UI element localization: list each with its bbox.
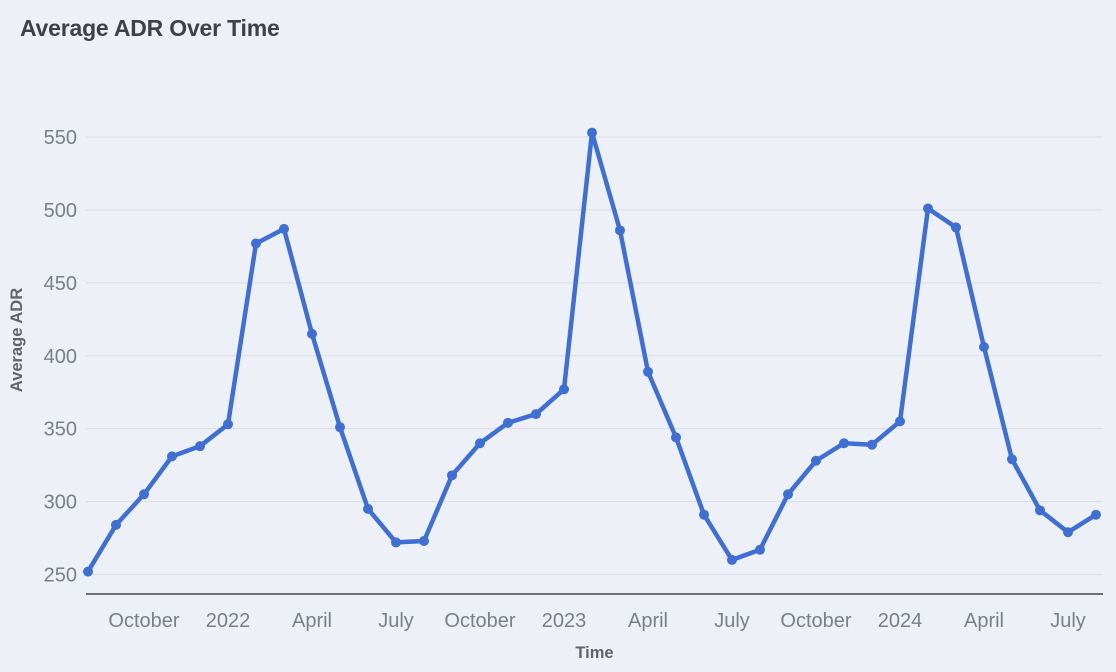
data-point[interactable]: [279, 223, 289, 234]
x-axis-title: Time: [575, 644, 613, 662]
series-line-average-adr: [85, 130, 1099, 574]
data-point[interactable]: [1035, 505, 1045, 516]
data-point[interactable]: [251, 238, 261, 249]
data-point[interactable]: [923, 203, 933, 214]
data-point[interactable]: [419, 535, 429, 546]
data-point[interactable]: [447, 470, 457, 481]
data-point[interactable]: [839, 438, 849, 449]
y-tick-label: 350: [44, 419, 77, 441]
y-tick-label: 500: [44, 200, 77, 222]
x-tick-label: April: [628, 610, 668, 632]
data-point[interactable]: [223, 419, 233, 430]
x-tick-label: July: [1050, 610, 1086, 632]
data-point[interactable]: [1091, 509, 1101, 520]
data-point[interactable]: [587, 127, 597, 138]
x-tick-label: 2023: [542, 610, 587, 632]
data-point[interactable]: [643, 366, 653, 377]
y-tick-label: 550: [44, 127, 77, 149]
data-point[interactable]: [783, 489, 793, 500]
y-tick-label: 400: [44, 346, 77, 368]
x-tick-label: October: [780, 610, 851, 632]
data-point[interactable]: [391, 537, 401, 548]
data-point[interactable]: [615, 225, 625, 236]
x-tick-label: July: [378, 610, 414, 632]
data-point[interactable]: [1007, 454, 1017, 465]
data-point[interactable]: [363, 503, 373, 514]
data-point[interactable]: [559, 384, 569, 395]
data-point[interactable]: [167, 451, 177, 462]
y-tick-label: 250: [44, 565, 77, 587]
data-point[interactable]: [951, 222, 961, 233]
y-tick-label: 300: [44, 492, 77, 514]
x-tick-label: October: [444, 610, 515, 632]
data-point[interactable]: [699, 509, 709, 520]
data-point[interactable]: [195, 441, 205, 452]
data-point[interactable]: [111, 519, 121, 530]
data-point[interactable]: [867, 439, 877, 450]
data-point[interactable]: [475, 438, 485, 449]
data-point[interactable]: [895, 416, 905, 427]
data-point[interactable]: [139, 489, 149, 500]
x-tick-label: October: [108, 610, 179, 632]
x-tick-label: April: [964, 610, 1004, 632]
y-axis-title: Average ADR: [8, 288, 26, 392]
data-point[interactable]: [307, 328, 317, 339]
y-tick-label: 450: [44, 273, 77, 295]
chart-title: Average ADR Over Time: [20, 15, 280, 41]
x-tick-label: April: [292, 610, 332, 632]
x-tick-label: 2024: [878, 610, 923, 632]
x-tick-label: July: [714, 610, 750, 632]
data-point[interactable]: [83, 566, 93, 577]
data-point[interactable]: [811, 455, 821, 466]
data-point[interactable]: [335, 422, 345, 433]
data-point[interactable]: [531, 409, 541, 420]
data-point[interactable]: [979, 342, 989, 352]
data-point[interactable]: [1063, 527, 1073, 538]
data-point[interactable]: [727, 554, 737, 565]
x-tick-label: 2022: [206, 610, 251, 632]
data-point[interactable]: [755, 544, 765, 555]
data-point[interactable]: [671, 432, 681, 443]
data-point[interactable]: [503, 417, 513, 428]
